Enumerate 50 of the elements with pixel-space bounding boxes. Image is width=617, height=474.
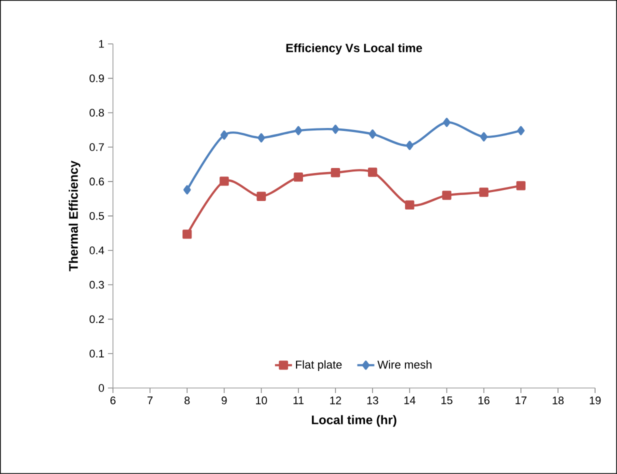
x-axis-title: Local time (hr) (312, 415, 396, 427)
y-tick-label: 0.1 (90, 350, 104, 358)
x-tick-label: 11 (294, 396, 304, 404)
point (294, 172, 303, 182)
point (183, 185, 191, 194)
x-tick-label: 14 (404, 396, 416, 404)
x-tick-label: 19 (590, 396, 601, 404)
x-tick-label: 8 (184, 396, 190, 404)
x-tick-label: 13 (367, 396, 378, 404)
point (443, 118, 450, 127)
point (479, 188, 488, 197)
x-tick-label: 9 (222, 396, 227, 404)
x-tick-label: 18 (552, 396, 564, 404)
point (442, 190, 452, 200)
point (220, 176, 229, 186)
y-tick-label: 0.6 (90, 178, 104, 186)
y-tick-label: 0.3 (90, 280, 104, 289)
y-tick-label: 1 (99, 40, 104, 48)
point (330, 168, 340, 178)
x-tick-label: 16 (478, 396, 490, 404)
x-tick-label: 17 (516, 396, 526, 404)
x-tick-label: 10 (256, 396, 267, 404)
point (516, 181, 526, 190)
point (517, 126, 525, 136)
x-tick-label: 12 (330, 396, 342, 404)
y-axis-title: Thermal Efficiency (68, 160, 80, 272)
x-tick-label: 7 (148, 396, 153, 404)
y-tick-label: 0.7 (90, 143, 104, 152)
x-tick-label: 15 (441, 396, 452, 404)
point (480, 132, 488, 142)
point (406, 140, 414, 150)
point (368, 168, 378, 177)
y-tick-label: 0.2 (90, 315, 104, 324)
point (182, 230, 192, 239)
legend-label: Flat plate (296, 360, 342, 371)
y-tick-label: 0.4 (90, 246, 104, 254)
point (294, 126, 302, 136)
y-tick-label: 0 (98, 384, 104, 392)
point (368, 129, 376, 139)
point (258, 133, 266, 142)
y-tick-label: 0.5 (90, 212, 104, 220)
point (256, 192, 266, 201)
y-tick-label: 0.9 (90, 74, 104, 82)
legend-label: Wire mesh (377, 360, 432, 369)
point (405, 200, 414, 210)
y-tick-label: 0.8 (90, 108, 104, 117)
chart-title: Efficiency Vs Local time (286, 43, 422, 55)
x-tick-label: 6 (110, 396, 116, 404)
point (220, 130, 228, 140)
point (332, 124, 340, 134)
